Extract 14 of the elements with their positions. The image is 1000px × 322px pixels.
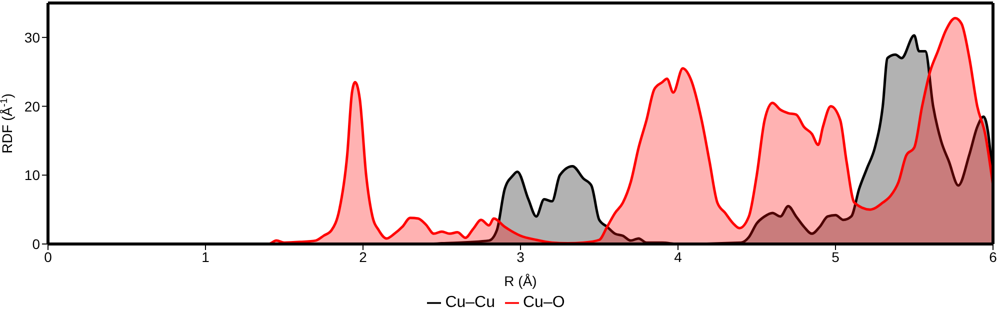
- legend-label: Cu–O: [523, 294, 565, 311]
- x-tick-label: 0: [44, 248, 52, 265]
- x-tick-label: 4: [674, 248, 682, 265]
- y-tick-label: 0: [32, 236, 40, 252]
- x-tick-label: 1: [202, 248, 210, 265]
- x-tick-label: 3: [516, 248, 525, 265]
- legend-label: Cu–Cu: [445, 294, 495, 311]
- y-tick-label: 20: [24, 98, 40, 114]
- x-tick-label: 6: [989, 248, 998, 265]
- x-tick-label: 5: [832, 248, 840, 265]
- x-axis-title: R (Å): [504, 273, 537, 289]
- y-tick-label: 30: [24, 29, 40, 46]
- x-tick-label: 2: [359, 248, 368, 265]
- y-tick-label: 10: [24, 167, 40, 184]
